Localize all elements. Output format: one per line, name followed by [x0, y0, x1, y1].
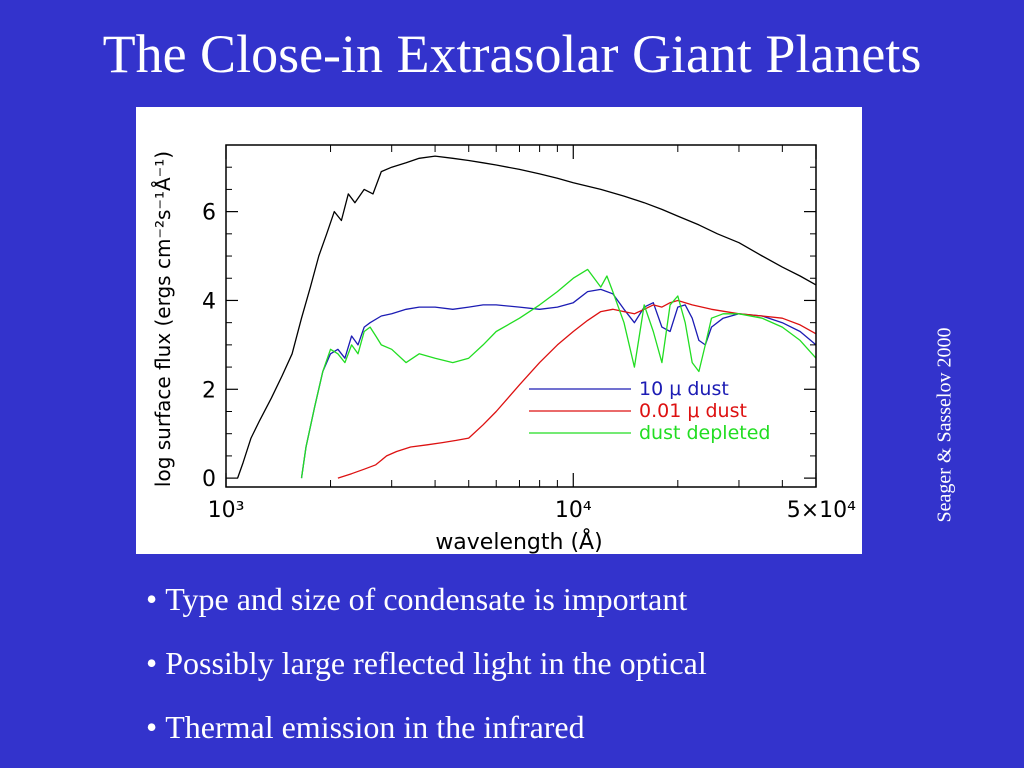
slide-title: The Close-in Extrasolar Giant Planets — [102, 24, 922, 84]
x-tick-label: 10³ — [208, 498, 245, 523]
citation-credit: Seager & Sasselov 2000 — [933, 327, 956, 523]
x-axis-label: wavelength (Å) — [435, 528, 602, 554]
bullet-list: Type and size of condensate is important… — [146, 573, 707, 765]
flux-spectrum-chart: log surface flux (ergs cm⁻²s⁻¹Å⁻¹) wavel… — [151, 144, 856, 554]
series-line-1 — [300, 288, 817, 479]
y-axis-label-group: log surface flux (ergs cm⁻²s⁻¹Å⁻¹) — [151, 151, 175, 487]
x-tick-label: 10⁴ — [555, 498, 592, 523]
legend-label: 0.01 μ dust — [639, 400, 747, 422]
spectrum-figure: log surface flux (ergs cm⁻²s⁻¹Å⁻¹) wavel… — [136, 107, 862, 554]
y-axis-label: log surface flux (ergs cm⁻²s⁻¹Å⁻¹) — [151, 151, 175, 487]
plot-lines — [236, 155, 817, 479]
series-line-2 — [337, 299, 817, 479]
axis-ticks: 0 2 4 6 10³ 10⁴ 5×10⁴ — [202, 145, 856, 523]
series-line-3 — [300, 268, 817, 479]
bullet-item: Type and size of condensate is important — [146, 573, 707, 637]
x-tick-label: 5×10⁴ — [787, 498, 856, 523]
y-tick-label: 0 — [202, 467, 216, 492]
bullet-item: Possibly large reflected light in the op… — [146, 637, 707, 701]
y-tick-label: 4 — [202, 289, 216, 314]
plot-frame — [225, 144, 817, 488]
y-tick-label: 2 — [202, 378, 216, 403]
y-tick-label: 6 — [202, 201, 216, 226]
series-line-0 — [236, 155, 817, 479]
legend-label: dust depleted — [639, 422, 770, 444]
bullet-item: Thermal emission in the infrared — [146, 701, 707, 765]
legend-label: 10 μ dust — [639, 378, 729, 400]
